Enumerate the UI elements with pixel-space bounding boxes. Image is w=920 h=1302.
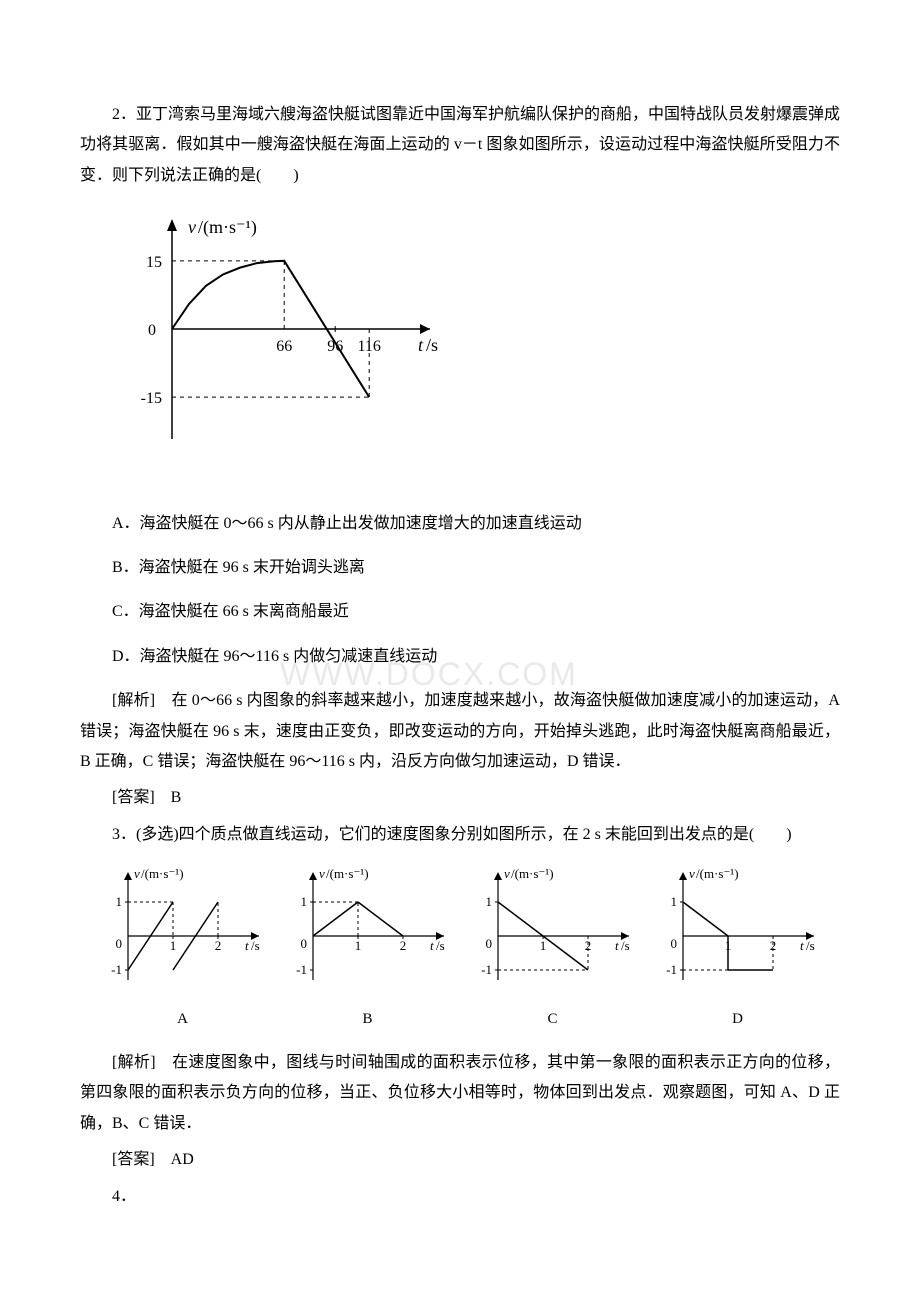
svg-text:66: 66 <box>276 338 292 355</box>
svg-text:-1: -1 <box>111 962 122 977</box>
svg-text:1: 1 <box>540 938 547 953</box>
q4-stem: 4． <box>80 1182 840 1212</box>
q2-option-d: D．海盗快艇在 96～116 s 内做匀减速直线运动 <box>80 642 840 672</box>
svg-text:-1: -1 <box>481 962 492 977</box>
svg-text:v: v <box>504 866 510 881</box>
q2-option-c: C．海盗快艇在 66 s 末离商船最近 <box>80 597 840 627</box>
svg-text:0: 0 <box>486 936 493 951</box>
svg-text:v: v <box>319 866 325 881</box>
q2-answer: [答案] B <box>80 783 840 813</box>
svg-text:-1: -1 <box>666 962 677 977</box>
svg-text:1: 1 <box>671 894 678 909</box>
q2-chart: v/(m·s⁻¹)t/s015-156696116 <box>120 209 840 480</box>
svg-text:/(m·s⁻¹): /(m·s⁻¹) <box>696 866 739 881</box>
svg-text:-15: -15 <box>141 390 162 407</box>
svg-text:/s: /s <box>621 938 630 953</box>
svg-text:-1: -1 <box>296 962 307 977</box>
q3-label-d: D <box>655 1005 820 1034</box>
svg-text:15: 15 <box>146 254 162 271</box>
q2-option-a: A．海盗快艇在 0～66 s 内从静止出发做加速度增大的加速直线运动 <box>80 509 840 539</box>
svg-text:2: 2 <box>400 938 407 953</box>
svg-text:1: 1 <box>486 894 493 909</box>
svg-text:1: 1 <box>301 894 308 909</box>
svg-text:1: 1 <box>355 938 362 953</box>
q2-analysis: [解析] 在 0～66 s 内图象的斜率越来越小，加速度越来越小，故海盗快艇做加… <box>80 686 840 777</box>
svg-text:/s: /s <box>436 938 445 953</box>
svg-text:t: t <box>430 938 434 953</box>
svg-text:t: t <box>245 938 249 953</box>
svg-text:0: 0 <box>116 936 123 951</box>
svg-text:/s: /s <box>806 938 815 953</box>
svg-text:/(m·s⁻¹): /(m·s⁻¹) <box>511 866 554 881</box>
q2-stem: 2．亚丁湾索马里海域六艘海盗快艇试图靠近中国海军护航编队保护的商船，中国特战队员… <box>80 100 840 191</box>
svg-text:v: v <box>689 866 695 881</box>
svg-text:1: 1 <box>170 938 177 953</box>
q3-answer: [答案] AD <box>80 1145 840 1175</box>
svg-text:1: 1 <box>116 894 123 909</box>
q2-option-b: B．海盗快艇在 96 s 末开始调头逃离 <box>80 553 840 583</box>
svg-text:v: v <box>134 866 140 881</box>
svg-text:t: t <box>615 938 619 953</box>
svg-text:/s: /s <box>251 938 260 953</box>
svg-text:/(m·s⁻¹): /(m·s⁻¹) <box>326 866 369 881</box>
svg-text:v: v <box>188 217 196 237</box>
svg-text:/(m·s⁻¹): /(m·s⁻¹) <box>198 217 257 238</box>
svg-text:2: 2 <box>215 938 222 953</box>
svg-text:t: t <box>418 335 424 355</box>
q3-stem: 3．(多选)四个质点做直线运动，它们的速度图象分别如图所示，在 2 s 末能回到… <box>80 820 840 850</box>
svg-text:0: 0 <box>301 936 308 951</box>
q3-label-b: B <box>285 1005 450 1034</box>
svg-text:0: 0 <box>671 936 678 951</box>
q3-analysis: [解析] 在速度图象中，图线与时间轴围成的面积表示位移，其中第一象限的面积表示正… <box>80 1048 840 1139</box>
svg-text:0: 0 <box>148 322 156 339</box>
svg-text:/s: /s <box>426 335 438 355</box>
q3-charts: v/(m·s⁻¹)t/s01-112 A v/(m·s⁻¹)t/s01-112 … <box>80 864 840 1034</box>
svg-text:/(m·s⁻¹): /(m·s⁻¹) <box>141 866 184 881</box>
q3-label-c: C <box>470 1005 635 1034</box>
q3-label-a: A <box>100 1005 265 1034</box>
svg-text:t: t <box>800 938 804 953</box>
